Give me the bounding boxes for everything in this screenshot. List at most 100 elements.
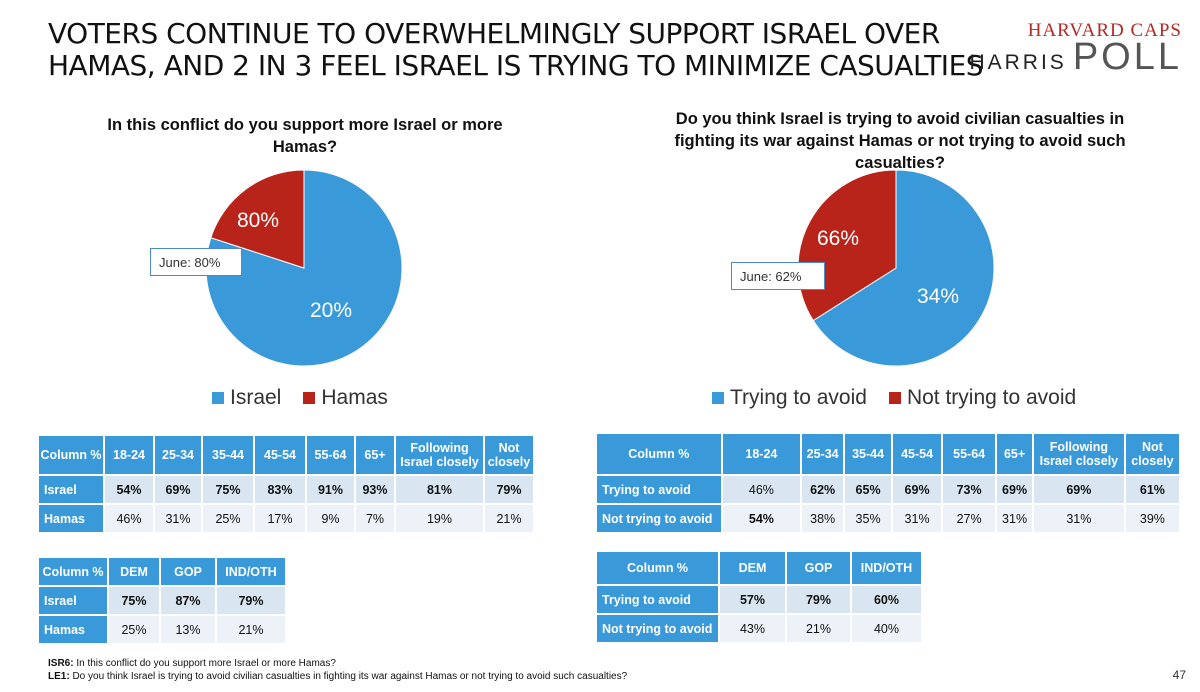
legend-label-israel: Israel [230,386,282,409]
table-support-by-age: Column % 18-24 25-34 35-44 45-54 55-64 65+ Foll… [37,434,535,534]
pie-data-label-hamas: 20% [310,299,352,322]
footnote-isr6: ISR6: In this conflict do you support mo… [48,658,336,669]
table-cell: 87% [159,585,217,616]
column-header-18-24: 18-24 [103,434,155,476]
table-cell: 83% [253,474,307,505]
row-label-hamas: Hamas [37,503,105,534]
table-cell: 25% [201,503,255,534]
table-cell: 40% [850,613,923,644]
row-label-hamas: Hamas [37,614,109,645]
column-header-dem: DEM [107,556,161,587]
table-cell: 69% [995,474,1034,505]
table-cell: 46% [103,503,155,534]
table-cell: 54% [720,503,803,534]
pie-slice-trying-to-avoid [812,169,995,367]
column-header-18-24: 18-24 [720,432,803,476]
table-cell: 79% [785,584,852,615]
table-casualties-by-age: Column % 18-24 25-34 35-44 45-54 55-64 65+ Foll… [595,432,1182,534]
column-header-45-54: 45-54 [253,434,307,476]
table-cell: 21% [483,503,535,534]
table-cell: 61% [1123,474,1182,505]
slide-title-line2: HAMAS, AND 2 IN 3 FEEL ISRAEL IS TRYING … [48,49,984,82]
table-cell: 46% [720,474,803,505]
table-cell: 43% [718,613,787,644]
table-cell: 73% [941,474,998,505]
footnote-isr6-code: ISR6: [48,658,74,669]
column-header-dem: DEM [718,550,787,586]
table-cell: 81% [394,474,485,505]
table-cell: 21% [215,614,287,645]
legend-item-trying: Trying to avoid [712,386,867,410]
table-support-by-party: Column % DEM GOP IND/OTH Israel 75% 87% 79% Hama… [37,556,287,645]
column-header-column: Column % [595,550,720,586]
legend-label-not-trying: Not trying to avoid [906,386,1077,409]
pie-slice-israel [205,169,403,367]
row-label-not-trying-to-avoid: Not trying to avoid [595,613,720,644]
harvard-caps-harris-poll-logo: HARVARD CAPS HARRIS POLL [969,20,1182,78]
column-header-following-israel-closely: Following Israel closely [394,434,485,476]
slide-title-line1: VOTERS CONTINUE TO OVERWHELMINGLY SUPPOR… [48,17,940,50]
table-row: Hamas 46% 31% 25% 17% 9% 7% 19% 21% [37,503,535,534]
footnote-isr6-text: In this conflict do you support more Isr… [76,658,336,669]
table-cell: 54% [103,474,155,505]
table-cell: 69% [1031,474,1126,505]
table-cell: 69% [153,474,203,505]
column-header-35-44: 35-44 [843,432,894,476]
right-question-line1: Do you think Israel is trying to avoid c… [675,110,1125,128]
table-cell: 21% [785,613,852,644]
column-header-55-64: 55-64 [941,432,998,476]
row-label-israel: Israel [37,585,109,616]
column-header-column: Column % [595,432,723,476]
column-header-ind-oth: IND/OTH [215,556,287,587]
pie-chart-casualties: 66% 34% [797,169,995,367]
column-header-not-closely: Not closely [483,434,535,476]
logo-harris: HARRIS [969,51,1067,74]
logo-poll: POLL [1072,36,1182,78]
table-cell: 31% [153,503,203,534]
right-question-line3: casualties? [855,154,945,172]
table-cell: 91% [305,474,356,505]
column-header-25-34: 25-34 [800,432,846,476]
page-number: 47 [1172,668,1186,682]
pie-data-label-trying-to-avoid: 66% [817,227,859,250]
table-cell: 9% [305,503,356,534]
table-cell: 57% [718,584,787,615]
table-cell: 31% [995,503,1034,534]
table-cell: 17% [253,503,307,534]
table-cell: 79% [483,474,535,505]
row-label-trying-to-avoid: Trying to avoid [595,584,720,615]
table-cell: 25% [107,614,161,645]
footnote-le1-code: LE1: [48,671,70,682]
june-callout-right: June: 62% [731,262,825,290]
table-cell: 75% [107,585,161,616]
table-cell: 69% [891,474,944,505]
left-question-title: In this conflict do you support more Isr… [70,114,540,158]
table-row: Israel 54% 69% 75% 83% 91% 93% 81% 79% [37,474,535,505]
june-callout-left: June: 80% [150,248,242,276]
table-row: Trying to avoid 57% 79% 60% [595,584,923,615]
table-row: Israel 75% 87% 79% [37,585,287,616]
pie-data-label-not-trying-to-avoid: 34% [917,285,959,308]
logo-line1: HARVARD CAPS [1027,20,1182,41]
column-header-55-64: 55-64 [305,434,356,476]
legend-swatch-trying [712,392,724,404]
table-cell: 31% [891,503,944,534]
column-header-following-israel-closely: Following Israel closely [1031,432,1126,476]
column-header-column: Column % [37,434,105,476]
legend-left: Israel Hamas [212,386,388,410]
column-header-ind-oth: IND/OTH [850,550,923,586]
table-row: Trying to avoid 46% 62% 65% 69% 73% 69% 69% 61% [595,474,1182,505]
table-cell: 39% [1123,503,1182,534]
legend-right: Trying to avoid Not trying to avoid [712,386,1076,410]
table-cell: 62% [800,474,846,505]
table-cell: 60% [850,584,923,615]
legend-item-hamas: Hamas [303,386,388,410]
row-label-trying-to-avoid: Trying to avoid [595,474,723,505]
footnote-le1-text: Do you think Israel is trying to avoid c… [72,671,628,682]
pie-slice-hamas [210,169,305,269]
table-cell: 79% [215,585,287,616]
pie-chart-israel-hamas: 80% 20% [205,169,403,367]
right-question-title: Do you think Israel is trying to avoid c… [640,108,1160,174]
footnote-le1: LE1: Do you think Israel is trying to av… [48,671,627,682]
row-label-israel: Israel [37,474,105,505]
